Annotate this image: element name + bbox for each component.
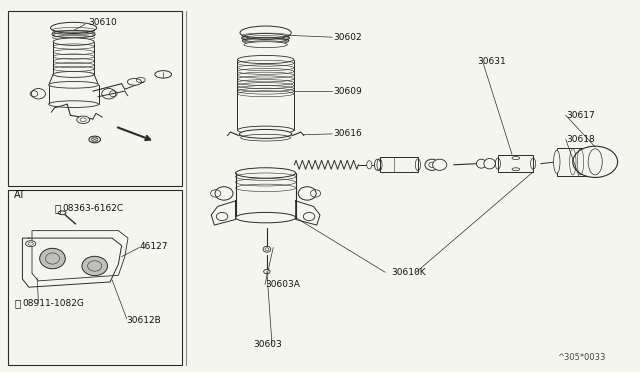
Ellipse shape <box>476 159 486 168</box>
Ellipse shape <box>244 42 287 48</box>
Ellipse shape <box>102 89 116 99</box>
Bar <box>498 155 533 172</box>
Text: 30631: 30631 <box>477 57 506 66</box>
Ellipse shape <box>53 38 94 45</box>
Ellipse shape <box>127 78 141 85</box>
Text: 30609: 30609 <box>333 87 362 96</box>
Ellipse shape <box>433 159 447 170</box>
Ellipse shape <box>237 126 294 134</box>
Text: 30612B: 30612B <box>127 316 161 325</box>
Polygon shape <box>211 201 236 225</box>
Text: Ⓢ: Ⓢ <box>54 203 61 213</box>
Text: AT: AT <box>14 190 26 200</box>
Ellipse shape <box>51 22 97 33</box>
Ellipse shape <box>49 101 99 108</box>
Text: Ⓝ: Ⓝ <box>14 298 20 308</box>
Ellipse shape <box>573 146 618 177</box>
Bar <box>8 190 182 365</box>
Ellipse shape <box>374 159 381 170</box>
Ellipse shape <box>58 211 66 215</box>
Polygon shape <box>32 231 128 281</box>
Polygon shape <box>22 238 122 287</box>
Text: 08363-6162C: 08363-6162C <box>63 204 124 213</box>
Text: 08911-1082G: 08911-1082G <box>22 299 84 308</box>
Ellipse shape <box>82 256 108 276</box>
Ellipse shape <box>264 269 270 274</box>
Text: 30602: 30602 <box>333 33 362 42</box>
Ellipse shape <box>26 241 36 247</box>
Text: ^305*0033: ^305*0033 <box>557 353 605 362</box>
Ellipse shape <box>303 212 315 221</box>
Ellipse shape <box>40 248 65 269</box>
Ellipse shape <box>155 71 172 78</box>
Ellipse shape <box>367 161 372 169</box>
Text: 30617: 30617 <box>566 111 595 120</box>
Ellipse shape <box>239 129 292 138</box>
Ellipse shape <box>263 246 271 252</box>
Text: 30603A: 30603A <box>266 280 300 289</box>
Ellipse shape <box>484 158 495 169</box>
Ellipse shape <box>49 81 99 88</box>
Ellipse shape <box>554 150 560 173</box>
Ellipse shape <box>31 89 45 99</box>
Ellipse shape <box>425 159 439 170</box>
Ellipse shape <box>236 212 296 223</box>
Ellipse shape <box>77 116 90 124</box>
Ellipse shape <box>215 187 233 200</box>
Ellipse shape <box>240 26 291 39</box>
Text: 30618: 30618 <box>566 135 595 144</box>
Text: 30610K: 30610K <box>392 268 426 277</box>
Text: 30616: 30616 <box>333 129 362 138</box>
Ellipse shape <box>89 136 100 143</box>
Ellipse shape <box>216 212 228 221</box>
Ellipse shape <box>236 168 296 178</box>
Text: 30603: 30603 <box>253 340 282 349</box>
Text: 46127: 46127 <box>140 242 168 251</box>
Bar <box>557 148 595 176</box>
Ellipse shape <box>298 187 316 200</box>
Ellipse shape <box>237 55 294 64</box>
Bar <box>8 11 182 186</box>
Text: 30610: 30610 <box>88 18 117 27</box>
Ellipse shape <box>53 71 94 77</box>
Bar <box>380 157 418 172</box>
Polygon shape <box>296 201 320 225</box>
